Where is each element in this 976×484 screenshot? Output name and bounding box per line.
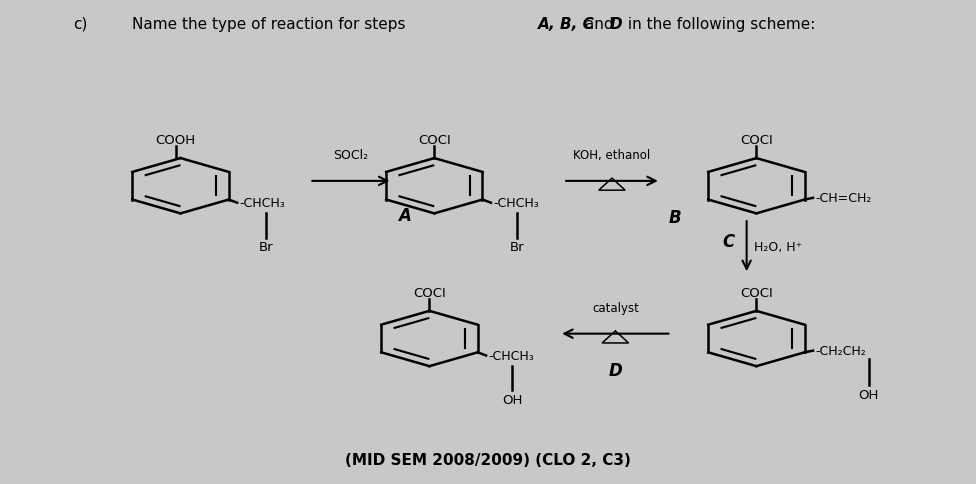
Text: A: A (397, 206, 411, 225)
Text: -CHCH₃: -CHCH₃ (239, 197, 285, 210)
Text: D: D (608, 361, 623, 379)
Text: -CH=CH₂: -CH=CH₂ (815, 192, 872, 205)
Text: D: D (610, 17, 623, 32)
Text: COCI: COCI (740, 286, 773, 299)
Text: in the following scheme:: in the following scheme: (623, 17, 815, 32)
Text: Br: Br (260, 241, 273, 253)
Text: COCI: COCI (413, 286, 446, 299)
Text: c): c) (73, 17, 88, 32)
Text: OH: OH (503, 393, 522, 406)
Text: H₂O, H⁺: H₂O, H⁺ (754, 240, 802, 253)
Text: COCI: COCI (740, 134, 773, 147)
Text: OH: OH (859, 388, 878, 401)
Text: and: and (580, 17, 618, 32)
Text: B: B (670, 209, 681, 227)
Text: catalyst: catalyst (591, 302, 639, 315)
Text: -CH₂CH₂: -CH₂CH₂ (815, 345, 866, 357)
Text: -CHCH₃: -CHCH₃ (488, 349, 534, 362)
Text: -CHCH₃: -CHCH₃ (493, 197, 539, 210)
Text: SOCl₂: SOCl₂ (334, 149, 368, 162)
Text: C: C (722, 233, 735, 251)
Text: (MID SEM 2008/2009) (CLO 2, C3): (MID SEM 2008/2009) (CLO 2, C3) (346, 452, 630, 467)
Text: Name the type of reaction for steps: Name the type of reaction for steps (132, 17, 410, 32)
Text: Br: Br (510, 241, 524, 253)
Text: COOH: COOH (155, 134, 196, 147)
Text: COCI: COCI (418, 134, 451, 147)
Text: A, B, C: A, B, C (538, 17, 594, 32)
Text: KOH, ethanol: KOH, ethanol (573, 149, 651, 162)
